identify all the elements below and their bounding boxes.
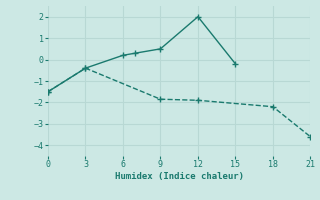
X-axis label: Humidex (Indice chaleur): Humidex (Indice chaleur) <box>115 172 244 181</box>
